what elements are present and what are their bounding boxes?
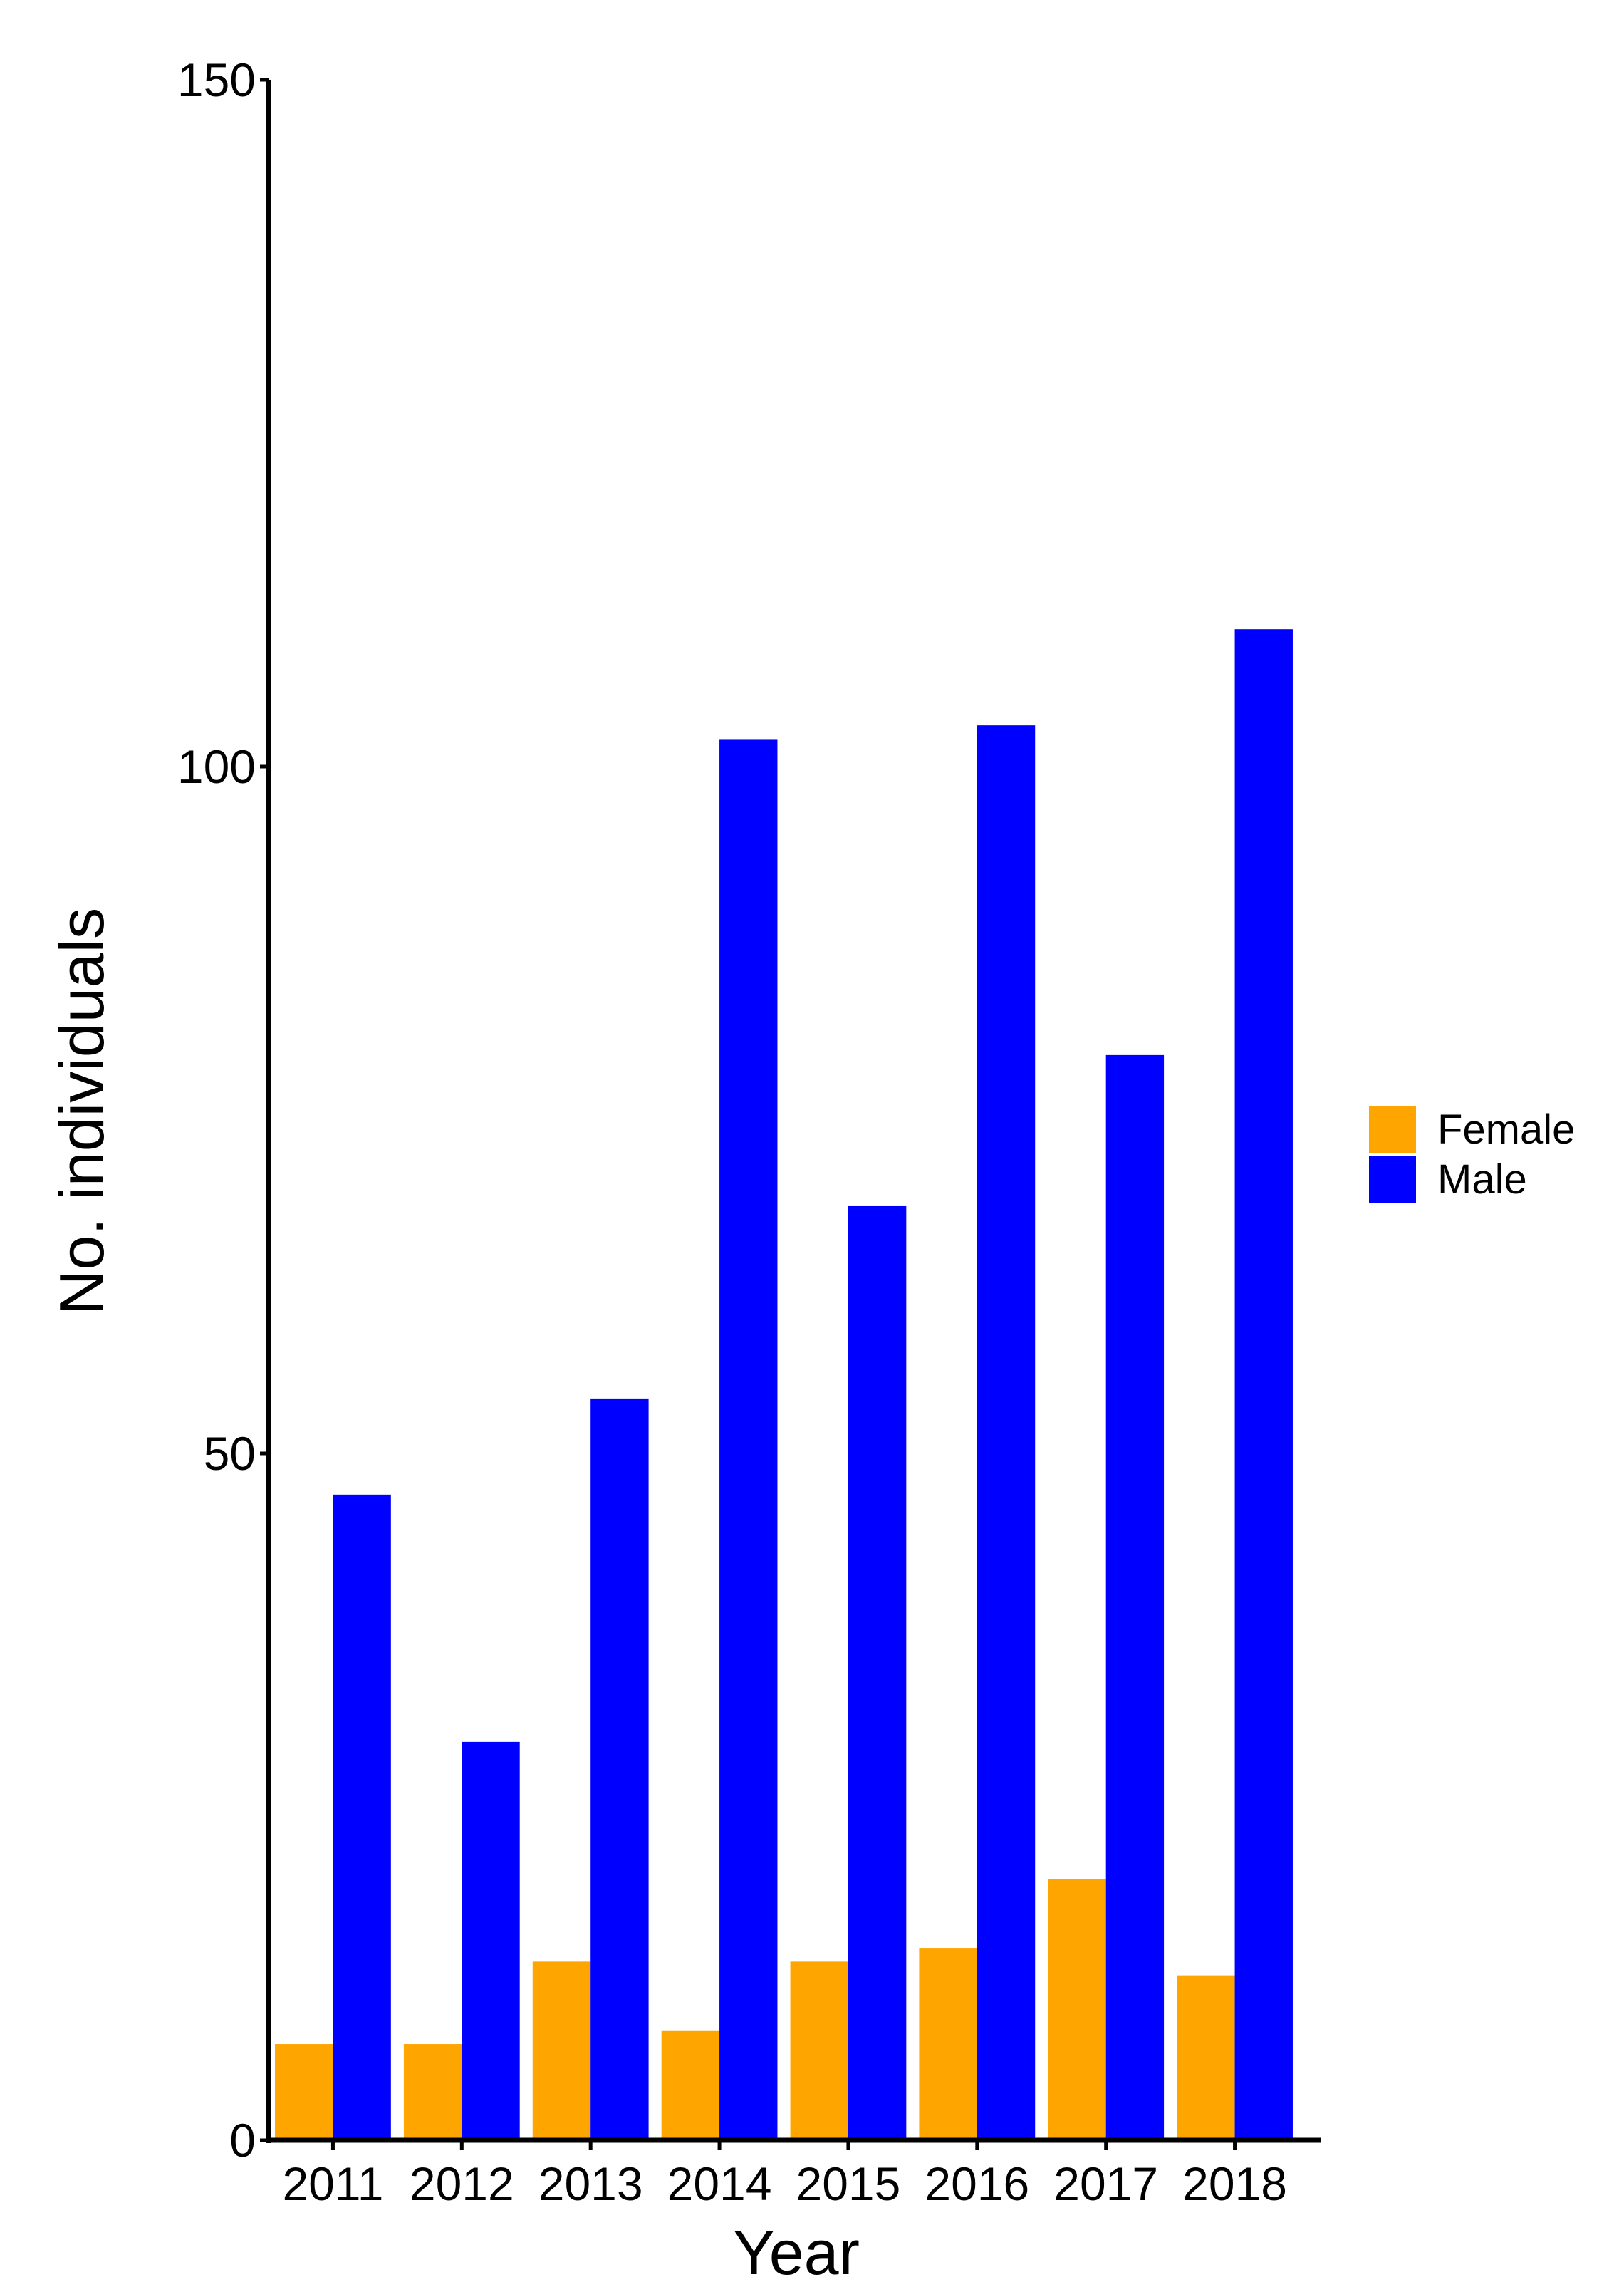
x-ticks-layer: 2011 2012 2013 2014 2015 2016 2017 2018 — [282, 2140, 1287, 2210]
bar-female-2015 — [790, 1961, 848, 2140]
bar-male-2017 — [1105, 1054, 1165, 2140]
x-tick-label: 2018 — [1182, 2157, 1287, 2210]
y-ticks-layer: 0 50 100 150 — [177, 53, 269, 2167]
x-tick-label: 2011 — [282, 2157, 383, 2210]
bar-female-2018 — [1177, 1975, 1235, 2140]
legend-key-male — [1369, 1156, 1416, 1203]
y-tick-label: 0 — [229, 2114, 256, 2167]
y-tick-label: 150 — [177, 53, 256, 106]
bar-female-2013 — [532, 1961, 591, 2140]
bar-female-2017 — [1048, 1879, 1106, 2140]
bar-male-2016 — [977, 725, 1036, 2141]
bar-male-2011 — [333, 1494, 391, 2140]
x-tick-label: 2014 — [667, 2157, 772, 2210]
x-tick-label: 2017 — [1053, 2157, 1158, 2210]
bar-male-2013 — [590, 1398, 649, 2140]
x-tick-label: 2016 — [925, 2157, 1029, 2210]
bar-female-2016 — [919, 1948, 977, 2140]
x-tick-label: 2015 — [796, 2157, 901, 2210]
bar-male-2015 — [848, 1205, 907, 2140]
legend-label-male: Male — [1437, 1156, 1527, 1203]
y-tick-label: 100 — [177, 740, 256, 793]
bar-male-2018 — [1234, 629, 1293, 2141]
y-axis-title: No. individuals — [46, 908, 117, 1315]
bars-layer — [275, 629, 1293, 2141]
legend-label-female: Female — [1437, 1106, 1575, 1153]
bar-male-2014 — [719, 739, 778, 2140]
x-tick-label: 2013 — [538, 2157, 643, 2210]
x-tick-label: 2012 — [410, 2157, 514, 2210]
bar-female-2014 — [661, 2030, 720, 2140]
axes-layer — [266, 80, 1321, 2143]
y-tick-label: 50 — [204, 1427, 256, 1480]
bar-female-2011 — [275, 2044, 333, 2140]
bar-male-2012 — [462, 1741, 520, 2140]
bar-female-2012 — [403, 2044, 462, 2140]
x-axis-title: Year — [733, 2217, 860, 2287]
legend-key-female — [1369, 1106, 1416, 1153]
